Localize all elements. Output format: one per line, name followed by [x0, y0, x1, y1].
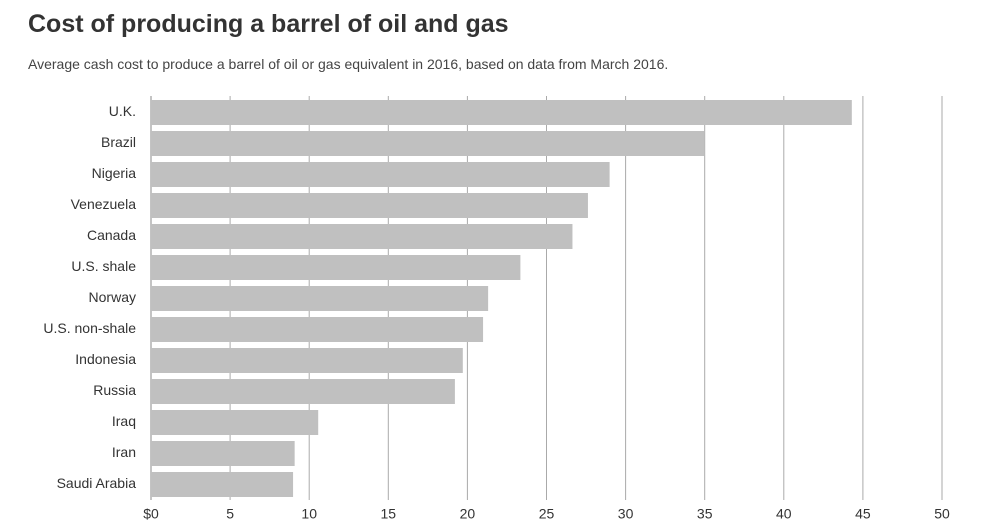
category-label: Saudi Arabia	[57, 475, 137, 491]
x-tick-label: 5	[226, 506, 234, 522]
bar	[151, 131, 705, 156]
bar	[151, 100, 852, 125]
category-label: Venezuela	[71, 196, 137, 212]
bar	[151, 441, 295, 466]
x-tick-label: 20	[460, 506, 476, 522]
category-label: Nigeria	[92, 165, 137, 181]
bar	[151, 193, 588, 218]
bars	[151, 100, 852, 497]
category-label: U.S. non-shale	[43, 320, 136, 336]
bar	[151, 348, 463, 373]
category-label: Indonesia	[75, 351, 136, 367]
x-tick-label: 30	[618, 506, 634, 522]
bar	[151, 286, 489, 311]
category-label: Norway	[89, 289, 136, 305]
bar	[151, 162, 610, 187]
bar	[151, 472, 294, 497]
bar	[151, 224, 573, 249]
category-labels: U.K. Brazil Nigeria Venezuela Canada U.S. sha…	[43, 103, 136, 491]
bar	[151, 379, 455, 404]
category-label: Russia	[93, 382, 136, 398]
chart-title: Cost of producing a barrel of oil and ga…	[28, 10, 509, 38]
x-tick-label: 50	[934, 506, 950, 522]
x-tick-label: 40	[776, 506, 792, 522]
chart-subtitle: Average cash cost to produce a barrel of…	[28, 56, 669, 72]
bar	[151, 255, 521, 280]
category-label: Brazil	[101, 134, 136, 150]
x-axis-ticks: $0 5 10 15 20 25 30 35 40 45 50	[143, 506, 950, 522]
x-tick-label: 10	[301, 506, 317, 522]
bar	[151, 410, 319, 435]
x-tick-label: 15	[381, 506, 397, 522]
x-tick-label: 35	[697, 506, 713, 522]
bar	[151, 317, 484, 342]
category-label: U.K.	[109, 103, 136, 119]
category-label: Iran	[112, 444, 136, 460]
x-tick-label: 45	[855, 506, 871, 522]
category-label: Iraq	[112, 413, 136, 429]
x-tick-label: $0	[143, 506, 159, 522]
category-label: Canada	[87, 227, 136, 243]
category-label: U.S. shale	[71, 258, 136, 274]
x-tick-label: 25	[539, 506, 555, 522]
